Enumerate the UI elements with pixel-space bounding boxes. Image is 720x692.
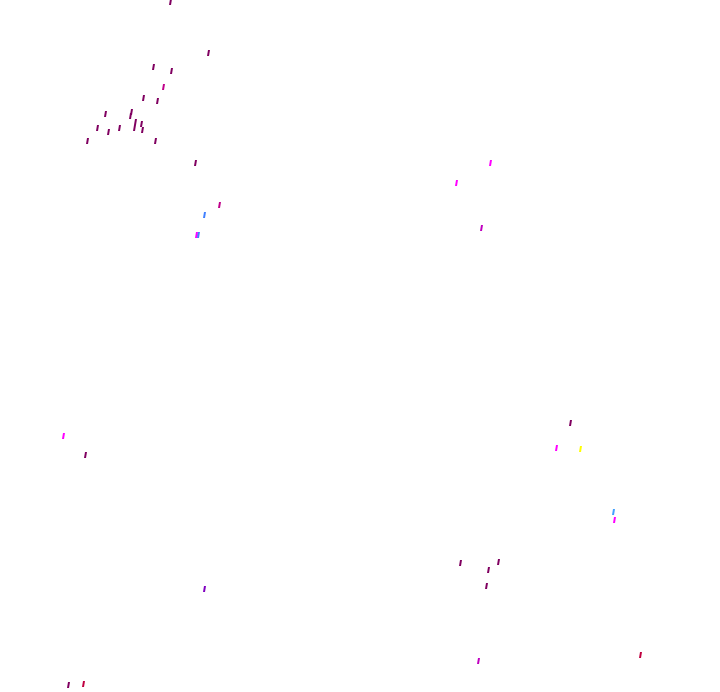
mark [477, 658, 480, 664]
mark [129, 113, 132, 119]
mark [497, 559, 500, 565]
mark [487, 567, 490, 573]
mark [485, 583, 488, 589]
mark [480, 225, 483, 231]
mark [86, 138, 89, 144]
mark [154, 138, 157, 144]
mark [197, 232, 200, 238]
mark [555, 445, 558, 451]
mark [613, 517, 616, 523]
mark [67, 682, 70, 688]
mark [207, 50, 210, 56]
mark [107, 129, 110, 135]
mark [141, 127, 144, 133]
mark [169, 0, 172, 5]
mark [203, 586, 206, 592]
mark [194, 160, 197, 166]
mark [152, 64, 155, 70]
mark [134, 119, 137, 125]
mark [140, 121, 143, 127]
mark [639, 652, 642, 658]
mark [62, 433, 65, 439]
mark [96, 125, 99, 131]
mark [455, 180, 458, 186]
mark [162, 84, 165, 90]
mark [459, 560, 462, 566]
mark [489, 160, 492, 166]
mark [104, 111, 107, 117]
mark [612, 509, 615, 515]
mark [118, 125, 121, 131]
mark [579, 446, 582, 452]
mark [82, 681, 85, 687]
mark [218, 202, 221, 208]
mark [170, 68, 173, 74]
mark [569, 420, 572, 426]
mark [133, 125, 136, 131]
mark [142, 95, 145, 101]
mark [84, 452, 87, 458]
mark [203, 212, 206, 218]
mark [156, 98, 159, 104]
